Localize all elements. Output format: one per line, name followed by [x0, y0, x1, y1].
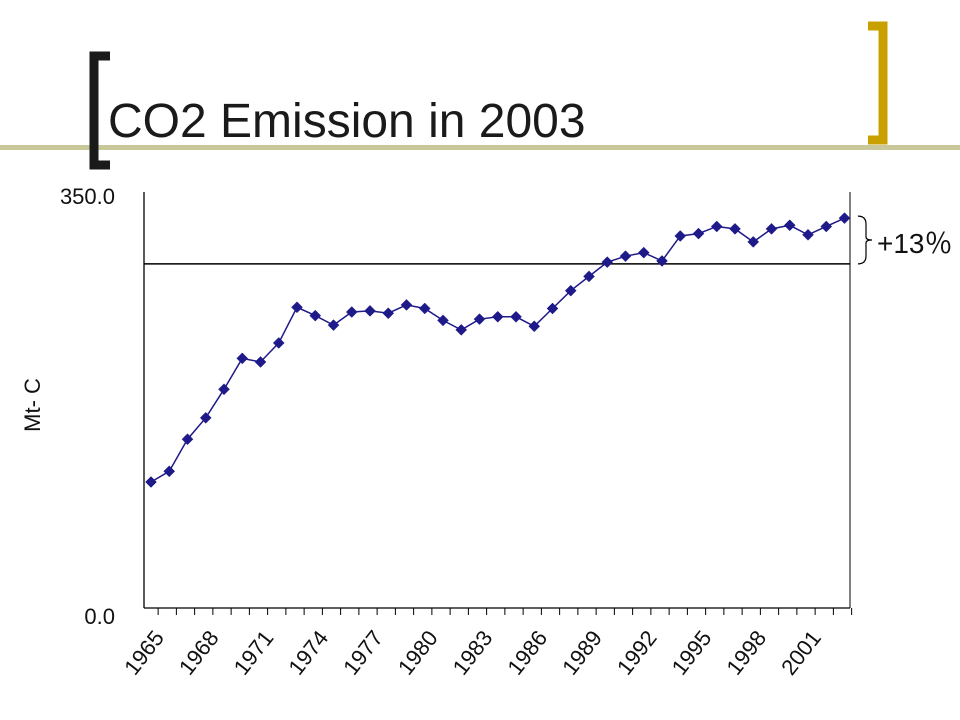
x-tick-label: 1989	[557, 626, 607, 680]
data-point	[418, 302, 431, 315]
x-tick-label: 1998	[721, 626, 771, 680]
data-point	[546, 302, 559, 315]
data-point	[199, 411, 212, 424]
data-point	[327, 319, 340, 331]
data-point	[838, 212, 851, 225]
plot-frame	[143, 192, 851, 609]
x-tick-label: 1980	[393, 626, 443, 680]
y-tick-label: 350.0	[60, 184, 115, 209]
data-point	[564, 284, 577, 297]
data-point	[163, 465, 176, 478]
data-point	[254, 356, 267, 368]
slide-title: CO2 Emission in 2003	[108, 95, 586, 148]
title-underline	[0, 145, 960, 150]
data-point	[491, 310, 504, 323]
data-point	[400, 299, 413, 311]
data-point	[674, 230, 687, 242]
x-tick-label: 1977	[338, 626, 388, 680]
data-point	[382, 307, 395, 320]
data-point	[820, 220, 833, 233]
data-point	[145, 476, 157, 488]
x-tick-label: 1968	[174, 626, 224, 680]
data-point	[601, 256, 614, 268]
data-point	[637, 246, 650, 259]
title-decoration	[0, 21, 960, 170]
data-point	[528, 320, 541, 333]
data-point	[345, 306, 358, 318]
x-tick-label: 1965	[119, 626, 169, 680]
annotation-brace	[857, 215, 873, 265]
data-point	[218, 383, 230, 396]
data-point	[364, 305, 376, 317]
data-point	[510, 310, 522, 323]
y-tick-label: 0.0	[84, 604, 115, 629]
y-axis-label: Mt- C	[20, 378, 45, 432]
x-tick-label: 2001	[776, 626, 826, 680]
data-point	[710, 220, 723, 233]
data-point	[291, 301, 303, 314]
series-line	[150, 217, 845, 483]
x-tick-label: 1986	[502, 626, 552, 680]
data-point	[783, 219, 796, 232]
x-tick-label: 1992	[612, 626, 662, 680]
x-tick-label: 1983	[448, 626, 498, 680]
data-point	[692, 227, 705, 240]
reference-group: +13％	[144, 215, 953, 265]
annotation-label: +13％	[877, 228, 953, 259]
data-point	[437, 314, 449, 327]
data-point	[181, 433, 194, 446]
data-point	[309, 309, 322, 322]
data-point	[765, 222, 778, 235]
data-point	[802, 228, 814, 241]
data-point	[729, 222, 741, 235]
title-right-bracket	[868, 21, 888, 145]
data-point	[473, 313, 486, 326]
data-point	[619, 250, 632, 263]
data-point	[656, 255, 668, 267]
data-point	[236, 352, 249, 365]
series-group	[145, 212, 851, 488]
data-point	[272, 337, 285, 349]
title-left-bracket	[89, 51, 110, 170]
x-tick-label: 1971	[229, 626, 279, 680]
x-tick-label: 1974	[283, 626, 333, 680]
data-point	[583, 270, 595, 283]
data-point	[455, 324, 468, 336]
data-point	[747, 236, 760, 248]
x-tick-label: 1995	[667, 626, 717, 680]
